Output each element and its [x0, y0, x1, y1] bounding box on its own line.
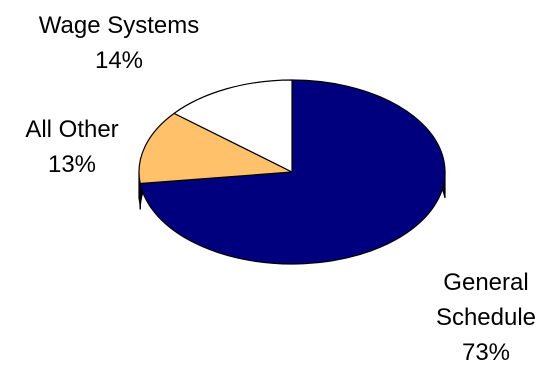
slice-name-label-all-other: All Other: [25, 116, 118, 143]
pie-slice-wage-systems: [173, 79, 293, 173]
slice-name-label-general-schedule: General: [443, 269, 528, 296]
pie-tops: [138, 79, 446, 265]
slice-name-label-wage-systems: Wage Systems: [39, 12, 200, 39]
pie-slice-all-other: [138, 112, 293, 185]
slice-value-label-wage-systems: 14%: [95, 47, 143, 74]
slice-value-label-general-schedule: 73%: [462, 339, 510, 366]
slice-value-label-all-other: 13%: [48, 151, 96, 178]
pie-labels: General Schedule 73% All Other 13% Wage Syste…: [25, 12, 536, 366]
slice-name-label-general-schedule: Schedule: [436, 304, 536, 331]
